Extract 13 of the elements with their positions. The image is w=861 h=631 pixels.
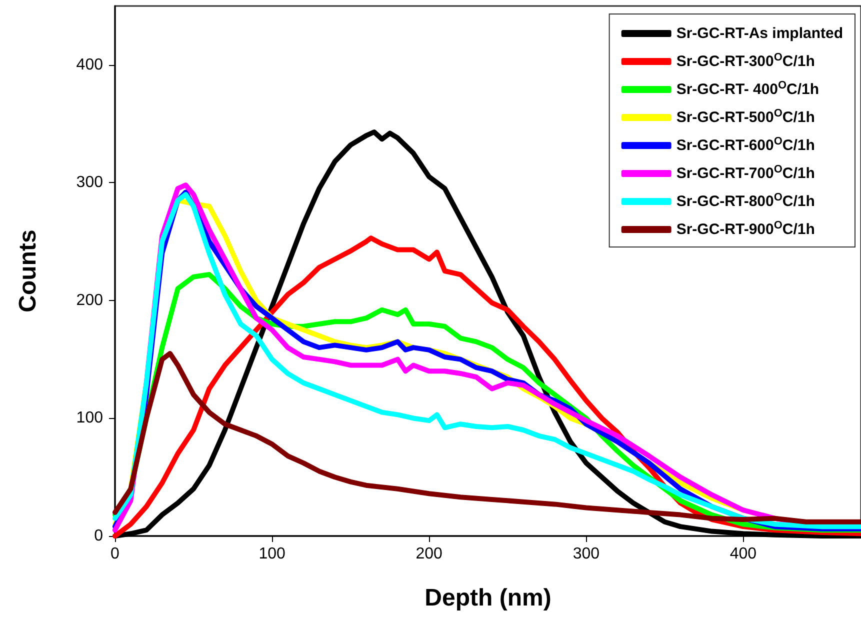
x-tick-label: 300 <box>572 546 600 562</box>
y-axis-title: Counts <box>14 230 42 312</box>
x-tick-label: 400 <box>730 546 757 562</box>
y-tick-label: 100 <box>76 410 104 427</box>
x-tick-label: 0 <box>110 546 120 562</box>
y-tick-label: 0 <box>94 528 104 544</box>
y-tick-label: 200 <box>76 292 104 309</box>
legend-label: Sr-GC-RT-As implanted <box>676 25 844 42</box>
y-tick-label: 400 <box>76 56 104 74</box>
x-tick-label: 200 <box>416 546 443 562</box>
x-tick-label: 100 <box>258 546 286 562</box>
x-axis-title: Depth (nm) <box>424 584 552 612</box>
y-tick-label: 300 <box>76 174 104 192</box>
